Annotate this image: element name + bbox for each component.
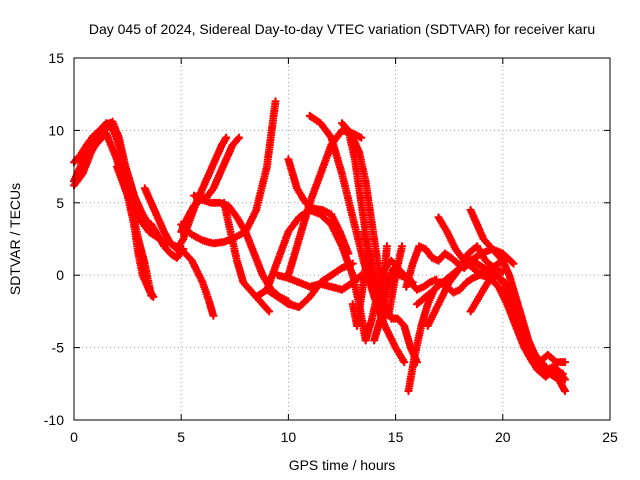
- data-series-sat-10: [220, 198, 274, 316]
- x-tick-label: 0: [70, 429, 78, 445]
- x-tick-label: 5: [177, 429, 185, 445]
- data-series: [69, 97, 570, 396]
- x-tick-label: 15: [388, 429, 404, 445]
- axis-ticks: 0 5 10 15 20 25 -10 -5 0 5 10 15: [44, 50, 618, 445]
- y-tick-label: 10: [48, 122, 64, 138]
- x-axis-label: GPS time / hours: [289, 457, 396, 473]
- x-tick-label: 10: [281, 429, 297, 445]
- y-tick-label: 5: [56, 195, 64, 211]
- data-series-sat-08: [177, 97, 280, 248]
- y-tick-label: 15: [48, 50, 64, 66]
- y-axis-label: SDTVAR / TECUs: [7, 183, 23, 295]
- plot-frame: [73, 57, 611, 421]
- y-tick-label: -5: [52, 340, 65, 356]
- chart-title: Day 045 of 2024, Sidereal Day-to-day VTE…: [89, 21, 595, 37]
- data-series-sat-30: [498, 285, 567, 381]
- data-series-sat-29: [466, 271, 570, 367]
- y-tick-label: -10: [44, 412, 64, 428]
- x-tick-label: 20: [495, 429, 511, 445]
- y-tick-label: 0: [56, 267, 64, 283]
- x-tick-label: 25: [602, 429, 618, 445]
- data-series-sat-07: [177, 133, 244, 236]
